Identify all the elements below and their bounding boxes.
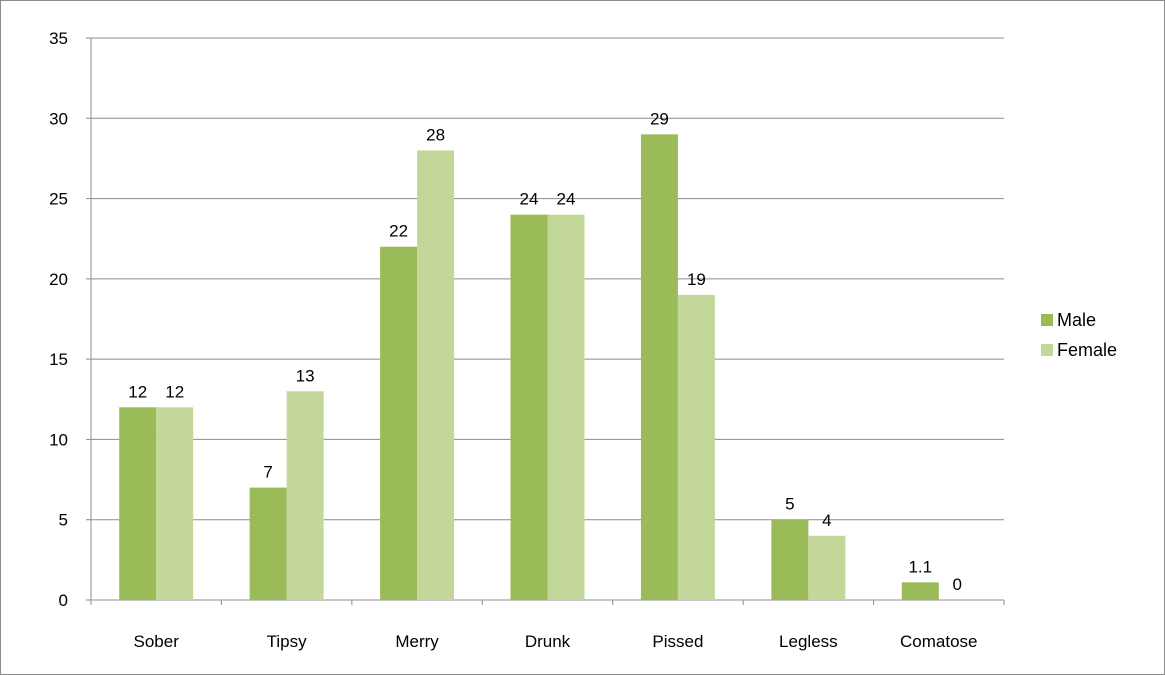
x-category-label: Legless (779, 632, 838, 651)
data-label-female: 19 (687, 270, 706, 289)
data-label-female: 13 (296, 366, 315, 385)
data-label-female: 12 (165, 382, 184, 401)
x-category-label: Merry (395, 632, 439, 651)
data-label-female: 24 (557, 190, 576, 209)
axes: 0 5 10 15 20 25 30 35 Sober Tipsy Merry Drunk Pissed… (49, 29, 1005, 651)
data-label-female: 4 (822, 511, 831, 530)
bar-male (640, 134, 678, 601)
legend-label-male: Male (1057, 310, 1096, 330)
bars (119, 134, 939, 601)
bar-female (156, 407, 194, 600)
legend-label-female: Female (1057, 340, 1117, 360)
bar-female (677, 294, 715, 600)
data-label-male: 7 (263, 463, 272, 482)
y-tick-label: 30 (49, 109, 68, 128)
legend-swatch-female (1041, 344, 1053, 356)
data-label-male: 1.1 (908, 557, 932, 576)
bar-female (417, 150, 455, 600)
y-tick-label: 10 (49, 430, 68, 449)
y-tick-label: 20 (49, 270, 68, 289)
bar-male (901, 582, 939, 600)
bar-female (547, 214, 585, 600)
bar-male (771, 519, 809, 600)
legend-swatch-male (1041, 314, 1053, 326)
data-label-male: 22 (389, 222, 408, 241)
data-label-male: 12 (128, 382, 147, 401)
data-label-female: 28 (426, 125, 445, 144)
x-category-label: Drunk (525, 632, 571, 651)
y-tick-label: 5 (59, 511, 68, 530)
y-tick-label: 35 (49, 29, 68, 48)
data-label-male: 24 (520, 190, 539, 209)
y-tick-label: 0 (59, 591, 68, 610)
data-label-male: 5 (785, 495, 794, 514)
x-category-label: Tipsy (267, 632, 307, 651)
bar-male (119, 407, 157, 600)
y-tick-label: 15 (49, 350, 68, 369)
bar-male (249, 487, 287, 600)
data-label-female: 0 (953, 575, 962, 594)
bar-male (380, 246, 418, 600)
bar-female (286, 391, 324, 600)
legend: Male Female (1041, 310, 1117, 360)
y-tick-label: 25 (49, 190, 68, 209)
x-category-label: Comatose (900, 632, 977, 651)
data-label-male: 29 (650, 109, 669, 128)
bar-female (808, 535, 846, 600)
x-category-label: Sober (134, 632, 180, 651)
bar-male (510, 214, 548, 600)
data-labels: 12 12 7 13 22 28 24 24 29 19 5 4 1.1 0 (128, 109, 962, 594)
x-category-label: Pissed (652, 632, 703, 651)
